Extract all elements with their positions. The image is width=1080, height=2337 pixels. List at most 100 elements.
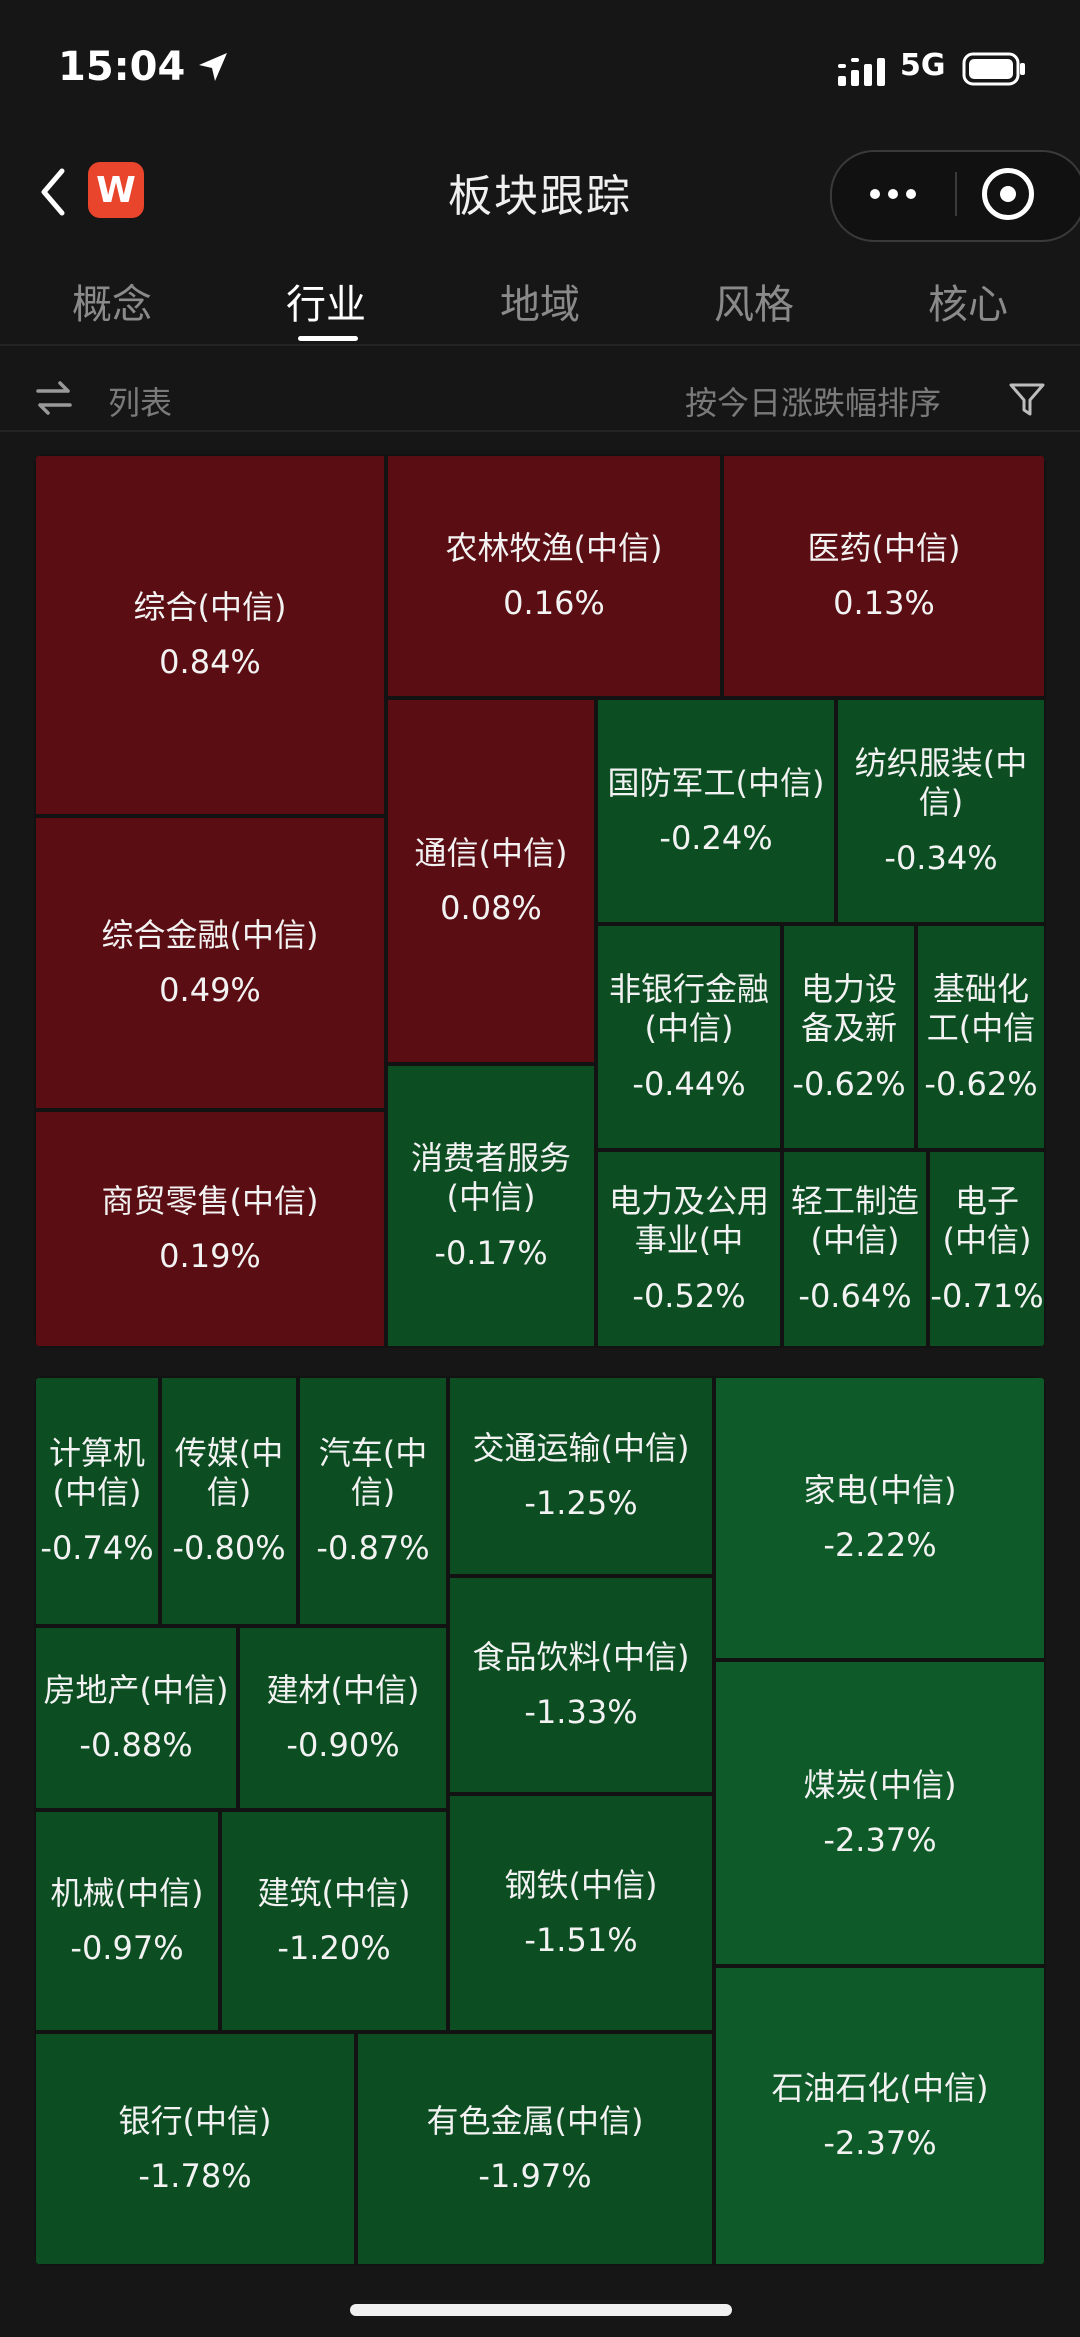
cell-name: 传媒(中信): [174, 1434, 284, 1512]
tab-core[interactable]: 核心: [928, 282, 1008, 328]
cell-name: 煤炭(中信): [803, 1765, 957, 1804]
treemap-cell[interactable]: 建筑(中信) -1.20%: [220, 1810, 448, 2032]
treemap-cell[interactable]: 石油石化(中信) -2.37%: [714, 1966, 1046, 2266]
treemap-cell[interactable]: 商贸零售(中信) 0.19%: [34, 1110, 386, 1348]
chevron-left-icon: [41, 168, 65, 216]
target-circle-icon: [1000, 186, 1016, 202]
treemap-cell[interactable]: 综合(中信) 0.84%: [34, 454, 386, 816]
cell-name: 农林牧渔(中信): [445, 528, 663, 567]
cell-change: -0.74%: [40, 1528, 154, 1567]
cell-name: 汽车(中信): [318, 1434, 428, 1512]
cell-name: 纺织服装(中信): [854, 744, 1028, 822]
back-button[interactable]: [30, 162, 76, 222]
cell-change: -0.52%: [632, 1276, 746, 1315]
cell-change: -0.80%: [172, 1528, 286, 1567]
cell-change: -1.20%: [277, 1929, 391, 1967]
cell-change: 0.08%: [440, 889, 542, 927]
treemap-cell[interactable]: 基础化工(中信 -0.62%: [916, 924, 1046, 1150]
sort-option[interactable]: 按今日涨跌幅排序: [685, 384, 942, 422]
cell-name: 电力及公用事业(中: [608, 1182, 769, 1260]
treemap-cell[interactable]: 非银行金融(中信) -0.44%: [596, 924, 782, 1150]
filter-icon[interactable]: [1008, 382, 1046, 418]
tab-industry[interactable]: 行业: [286, 282, 366, 328]
cell-change: -1.51%: [524, 1921, 638, 1959]
cell-change: -0.88%: [79, 1726, 193, 1764]
treemap-cell[interactable]: 机械(中信) -0.97%: [34, 1810, 220, 2032]
cell-change: 0.13%: [833, 584, 935, 622]
cell-change: -2.37%: [823, 2124, 937, 2162]
tab-concept[interactable]: 概念: [72, 282, 152, 328]
treemap-bottom: 计算机(中信) -0.74% 传媒(中信) -0.80% 汽车(中信) -0.8…: [34, 1376, 1046, 2266]
cell-name: 综合金融(中信): [101, 915, 319, 954]
treemap-cell[interactable]: 煤炭(中信) -2.37%: [714, 1660, 1046, 1966]
close-miniprogram-button[interactable]: [982, 168, 1034, 220]
cell-change: -0.62%: [924, 1064, 1038, 1103]
treemap-cell[interactable]: 银行(中信) -1.78%: [34, 2032, 356, 2266]
treemap-cell[interactable]: 电力设备及新 -0.62%: [782, 924, 916, 1150]
cell-name: 商贸零售(中信): [101, 1181, 319, 1220]
cell-name: 建筑(中信): [257, 1873, 411, 1912]
more-options-button[interactable]: [858, 176, 928, 212]
cell-name: 医药(中信): [807, 528, 961, 567]
list-view-toggle[interactable]: 列表: [108, 384, 173, 422]
treemap-cell[interactable]: 医药(中信) 0.13%: [722, 454, 1046, 698]
cell-name: 银行(中信): [118, 2101, 272, 2140]
treemap-cell[interactable]: 食品饮料(中信) -1.33%: [448, 1576, 714, 1794]
cell-change: -2.22%: [823, 1526, 937, 1564]
toolbar-divider: [0, 430, 1080, 432]
treemap-cell[interactable]: 钢铁(中信) -1.51%: [448, 1794, 714, 2032]
treemap-cell[interactable]: 家电(中信) -2.22%: [714, 1376, 1046, 1660]
swap-icon[interactable]: [34, 378, 74, 418]
treemap-cell[interactable]: 建材(中信) -0.90%: [238, 1626, 448, 1810]
treemap-cell[interactable]: 汽车(中信) -0.87%: [298, 1376, 448, 1626]
cell-name: 国防军工(中信): [607, 763, 825, 802]
treemap-cell[interactable]: 纺织服装(中信) -0.34%: [836, 698, 1046, 924]
cell-change: 0.16%: [503, 584, 605, 622]
treemap-cell[interactable]: 电力及公用事业(中 -0.52%: [596, 1150, 782, 1348]
cell-change: 0.49%: [159, 971, 261, 1009]
treemap-cell[interactable]: 房地产(中信) -0.88%: [34, 1626, 238, 1810]
treemap-cell[interactable]: 电子(中信) -0.71%: [928, 1150, 1046, 1348]
tab-style[interactable]: 风格: [714, 282, 794, 328]
treemap-cell[interactable]: 综合金融(中信) 0.49%: [34, 816, 386, 1110]
cell-change: -0.87%: [316, 1528, 430, 1567]
cell-name: 石油石化(中信): [771, 2068, 989, 2107]
cell-change: -0.64%: [798, 1276, 912, 1315]
cell-change: -0.71%: [930, 1276, 1044, 1315]
cell-change: -1.78%: [138, 2157, 252, 2195]
tabs-divider: [0, 344, 1080, 346]
cell-change: -1.25%: [524, 1484, 638, 1522]
cell-change: -0.17%: [434, 1233, 548, 1272]
more-dot: [888, 189, 898, 199]
cell-name: 轻工制造(中信): [790, 1182, 919, 1260]
treemap-cell[interactable]: 国防军工(中信) -0.24%: [596, 698, 836, 924]
battery-icon: [962, 52, 1025, 86]
treemap-cell[interactable]: 传媒(中信) -0.80%: [160, 1376, 298, 1626]
treemap-top: 综合(中信) 0.84% 农林牧渔(中信) 0.16% 医药(中信) 0.13%…: [34, 454, 1046, 1348]
cell-change: -1.33%: [524, 1693, 638, 1731]
treemap-cell[interactable]: 通信(中信) 0.08%: [386, 698, 596, 1064]
cell-change: -0.97%: [70, 1929, 184, 1967]
treemap-cell[interactable]: 消费者服务(中信) -0.17%: [386, 1064, 596, 1348]
network-label: 5G: [900, 48, 946, 83]
cell-change: -0.90%: [286, 1726, 400, 1764]
capsule-divider: [955, 172, 957, 216]
cell-change: 0.84%: [159, 643, 261, 681]
cell-name: 基础化工(中信: [926, 970, 1036, 1048]
treemap-cell[interactable]: 交通运输(中信) -1.25%: [448, 1376, 714, 1576]
cell-name: 非银行金融(中信): [608, 970, 769, 1048]
cell-name: 计算机(中信): [48, 1434, 145, 1512]
cell-name: 食品饮料(中信): [472, 1637, 690, 1676]
cell-name: 钢铁(中信): [504, 1865, 658, 1904]
treemap-cell[interactable]: 计算机(中信) -0.74%: [34, 1376, 160, 1626]
treemap-cell[interactable]: 轻工制造(中信) -0.64%: [782, 1150, 928, 1348]
treemap-cell[interactable]: 农林牧渔(中信) 0.16%: [386, 454, 722, 698]
cell-change: -2.37%: [823, 1821, 937, 1859]
cell-name: 消费者服务(中信): [410, 1139, 571, 1217]
cell-change: 0.19%: [159, 1237, 261, 1275]
tab-region[interactable]: 地域: [500, 282, 580, 328]
app-logo: W: [88, 162, 144, 218]
cell-name: 通信(中信): [414, 833, 568, 872]
home-indicator[interactable]: [350, 2304, 732, 2316]
treemap-cell[interactable]: 有色金属(中信) -1.97%: [356, 2032, 714, 2266]
